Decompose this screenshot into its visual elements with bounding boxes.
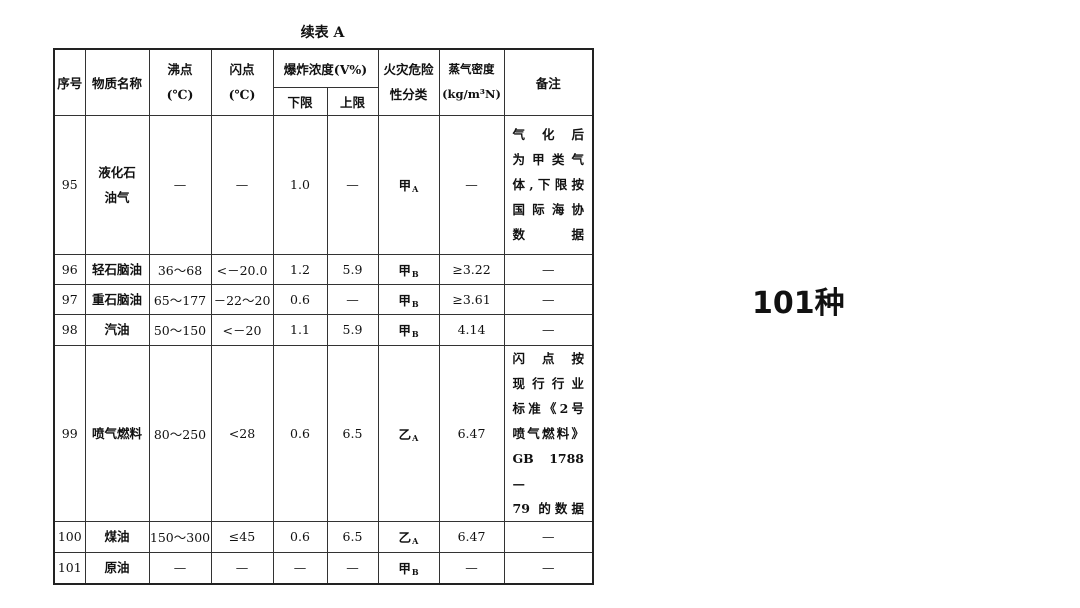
fire-class-subscript: B <box>411 268 419 279</box>
header-flash: 闪点 (℃) <box>210 48 274 116</box>
fire-class-subscript: A <box>412 184 419 194</box>
header-remarks: 备注 <box>503 48 594 116</box>
table-row: 95 液化石 油气 — —1.0— 甲A — 气化后 为甲类气 体,下限按 国际海协 数据 <box>53 114 594 255</box>
boiling-point: — <box>148 551 212 585</box>
substance-name: 煤油 <box>84 520 150 553</box>
header-explosive: 爆炸浓度(V%) <box>272 48 379 88</box>
vapor-density: — <box>438 551 505 585</box>
lower-limit: 1.2 <box>272 253 328 285</box>
header-no: 序号 <box>53 48 86 116</box>
upper-limit: 6.5 <box>326 344 379 522</box>
fire-class-subscript: A <box>412 432 419 443</box>
row-no: 96 <box>53 253 86 285</box>
remarks: — <box>503 253 594 285</box>
header-vapor-density: 蒸气密度 (kg/m³N) <box>438 48 505 116</box>
flash-point: — <box>210 551 274 585</box>
row-no: 98 <box>53 313 86 346</box>
fire-class: 乙A <box>377 520 440 553</box>
vapor-density: 4.14 <box>438 313 505 346</box>
row-no: 100 <box>53 520 86 553</box>
flash-point: －22～20 <box>210 283 274 315</box>
table-row: 97 重石脑油 65～177 －22～20 0.6— 甲B ≥3.61— <box>53 283 594 315</box>
boiling-point: 50～150 <box>148 313 212 346</box>
substance-name: 汽油 <box>84 313 150 346</box>
table-row: 98 汽油 50～150 <－20 1.1 5.9 甲B 4.14— <box>53 313 594 346</box>
fire-class: 甲B <box>377 283 440 315</box>
flash-point: <－20.0 <box>210 253 274 285</box>
substance-name: 原油 <box>84 551 150 585</box>
flash-point: ≤45 <box>210 520 274 553</box>
fire-class: 甲B <box>377 253 440 285</box>
fire-class: 甲B <box>377 551 440 585</box>
header-upper: 上限 <box>326 86 379 116</box>
fire-class-subscript: B <box>411 329 419 339</box>
vapor-density: 6.47 <box>438 520 505 553</box>
remarks: — <box>503 283 594 315</box>
fire-class-subscript: A <box>412 536 419 546</box>
fire-class: 甲B <box>377 313 440 346</box>
row-no: 101 <box>53 551 86 585</box>
fire-class-text: 甲 <box>398 292 411 308</box>
remarks: — <box>503 520 594 553</box>
boiling-point: 150～300 <box>148 520 212 553</box>
boiling-point: 36～68 <box>148 253 212 285</box>
table-row: 99 喷气燃料 80～250 <28 0.6 6.5 乙A 6.47 闪点按 现行行业 标准《2… <box>53 344 594 522</box>
remarks: 气化后 为甲类气 体,下限按 国际海协 数据 <box>503 114 594 255</box>
fire-class-text: 乙 <box>398 426 412 442</box>
upper-limit: — <box>326 114 379 255</box>
flash-point: <28 <box>210 344 274 522</box>
substance-name: 液化石 油气 <box>84 114 150 255</box>
upper-limit: 5.9 <box>326 313 379 346</box>
lower-limit: 0.6 <box>272 283 328 315</box>
boiling-point: 80～250 <box>148 344 212 522</box>
table-caption: 续表 A <box>300 25 345 41</box>
substance-count-label: 101种 <box>752 286 845 321</box>
fire-class-subscript: B <box>411 567 419 578</box>
fire-class-text: 甲 <box>398 323 411 338</box>
row-no: 97 <box>53 283 86 315</box>
table-row: 96 轻石脑油 36～68 <－20.0 1.2 5.9 甲B ≥3.22— <box>53 253 594 285</box>
hazard-table: 序号 物质名称 沸点 (℃) 闪点 (℃) 爆炸浓度(V%) 火灾危险 性分类 … <box>53 48 594 585</box>
remarks: 闪点按 现行行业 标准《2号 喷气燃料》 GB 1788— 79 的数据 <box>503 344 594 522</box>
vapor-density: 6.47 <box>438 344 505 522</box>
fire-class: 乙A <box>377 344 440 522</box>
row-no: 99 <box>53 344 86 522</box>
remarks: — <box>503 551 594 585</box>
upper-limit: — <box>326 283 379 315</box>
remarks: — <box>503 313 594 346</box>
lower-limit: — <box>272 551 328 585</box>
substance-name: 重石脑油 <box>84 283 150 315</box>
header-fire-class: 火灾危险 性分类 <box>377 48 440 116</box>
vapor-density: — <box>438 114 505 255</box>
upper-limit: 6.5 <box>326 520 379 553</box>
table-row: 101 原油 — — — — 甲B — — <box>53 551 594 585</box>
fire-class-subscript: B <box>411 298 419 309</box>
lower-limit: 0.6 <box>272 520 328 553</box>
fire-class-text: 乙 <box>398 530 412 545</box>
header-boiling: 沸点 (℃) <box>148 48 212 116</box>
substance-name: 喷气燃料 <box>84 344 150 522</box>
fire-class-text: 甲 <box>398 262 411 278</box>
fire-class: 甲A <box>377 114 440 255</box>
fire-class-text: 甲 <box>398 178 412 193</box>
vapor-density: ≥3.61 <box>438 283 505 315</box>
fire-class-text: 甲 <box>398 561 411 577</box>
row-no: 95 <box>53 114 86 255</box>
flash-point: — <box>210 114 274 255</box>
lower-limit: 0.6 <box>272 344 328 522</box>
flash-point: <－20 <box>210 313 274 346</box>
header-name: 物质名称 <box>84 48 150 116</box>
lower-limit: 1.1 <box>272 313 328 346</box>
upper-limit: — <box>326 551 379 585</box>
substance-name: 轻石脑油 <box>84 253 150 285</box>
boiling-point: 65～177 <box>148 283 212 315</box>
upper-limit: 5.9 <box>326 253 379 285</box>
boiling-point: — <box>148 114 212 255</box>
vapor-density: ≥3.22 <box>438 253 505 285</box>
header-lower: 下限 <box>272 86 328 116</box>
lower-limit: 1.0 <box>272 114 328 255</box>
table-row: 100 煤油 150～300 ≤45 0.6 6.5 乙A 6.47— <box>53 520 594 553</box>
